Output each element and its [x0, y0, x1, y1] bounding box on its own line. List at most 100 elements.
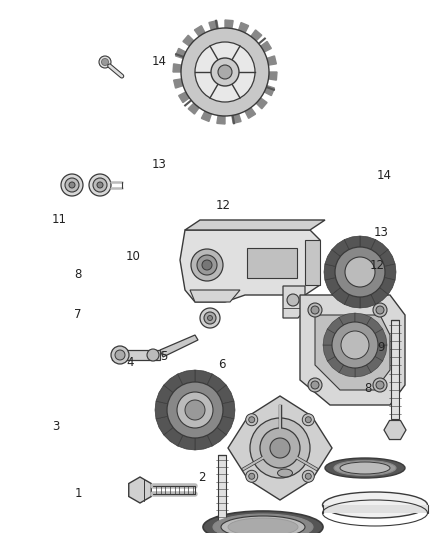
Polygon shape — [194, 26, 205, 36]
Polygon shape — [218, 455, 226, 533]
Polygon shape — [112, 350, 160, 360]
Polygon shape — [176, 49, 186, 59]
Text: 6: 6 — [218, 358, 226, 371]
Polygon shape — [355, 365, 371, 377]
Ellipse shape — [334, 461, 396, 475]
Circle shape — [305, 473, 311, 479]
Polygon shape — [339, 313, 355, 325]
Polygon shape — [385, 264, 396, 280]
Circle shape — [341, 331, 369, 359]
Text: 1: 1 — [74, 487, 82, 499]
Circle shape — [89, 174, 111, 196]
Polygon shape — [180, 230, 320, 302]
Polygon shape — [225, 20, 233, 29]
Polygon shape — [327, 317, 343, 334]
Circle shape — [311, 306, 319, 314]
Polygon shape — [217, 416, 234, 435]
Text: 7: 7 — [74, 308, 82, 321]
Ellipse shape — [325, 458, 405, 478]
Polygon shape — [380, 249, 395, 266]
Circle shape — [249, 473, 255, 479]
Circle shape — [97, 182, 103, 188]
Circle shape — [249, 417, 255, 423]
Polygon shape — [173, 64, 181, 72]
Polygon shape — [228, 396, 332, 500]
Circle shape — [200, 308, 220, 328]
Polygon shape — [217, 385, 234, 404]
Polygon shape — [188, 103, 199, 114]
Ellipse shape — [278, 469, 293, 477]
Circle shape — [305, 417, 311, 423]
Circle shape — [211, 58, 239, 86]
Polygon shape — [384, 421, 406, 440]
Polygon shape — [380, 278, 395, 294]
Polygon shape — [375, 329, 387, 345]
Circle shape — [260, 428, 300, 468]
Polygon shape — [375, 345, 387, 361]
Ellipse shape — [322, 492, 427, 518]
Circle shape — [93, 178, 107, 192]
Polygon shape — [332, 288, 349, 304]
Ellipse shape — [221, 516, 305, 533]
Polygon shape — [391, 320, 399, 419]
Text: 4: 4 — [127, 356, 134, 369]
Polygon shape — [355, 313, 371, 325]
Circle shape — [287, 294, 299, 306]
Circle shape — [345, 257, 375, 287]
Polygon shape — [223, 401, 235, 419]
Polygon shape — [360, 295, 376, 308]
Circle shape — [308, 303, 322, 317]
Polygon shape — [315, 315, 390, 390]
Circle shape — [302, 470, 314, 482]
Circle shape — [204, 312, 216, 324]
Circle shape — [115, 350, 125, 360]
Polygon shape — [322, 505, 427, 513]
Circle shape — [332, 322, 378, 368]
Polygon shape — [201, 111, 212, 122]
Text: 5: 5 — [160, 350, 167, 362]
Polygon shape — [300, 295, 405, 405]
Polygon shape — [195, 435, 212, 450]
Polygon shape — [261, 42, 271, 52]
Circle shape — [195, 42, 255, 102]
Polygon shape — [323, 345, 335, 361]
Polygon shape — [173, 79, 183, 88]
Polygon shape — [217, 116, 225, 124]
Circle shape — [147, 349, 159, 361]
Polygon shape — [129, 477, 151, 503]
Text: 10: 10 — [125, 251, 140, 263]
Polygon shape — [178, 435, 195, 450]
Circle shape — [102, 59, 109, 66]
Text: 8: 8 — [74, 268, 81, 281]
Circle shape — [177, 392, 213, 428]
Circle shape — [335, 247, 385, 297]
Ellipse shape — [228, 518, 298, 533]
Polygon shape — [185, 220, 325, 230]
Text: 8: 8 — [364, 382, 371, 394]
Polygon shape — [324, 264, 336, 280]
Text: 14: 14 — [377, 169, 392, 182]
Polygon shape — [209, 21, 218, 30]
Text: 13: 13 — [152, 158, 166, 171]
Polygon shape — [245, 108, 255, 118]
Polygon shape — [164, 374, 183, 392]
Circle shape — [246, 414, 258, 426]
Polygon shape — [305, 240, 320, 285]
Polygon shape — [360, 236, 376, 249]
Circle shape — [373, 378, 387, 392]
Polygon shape — [344, 295, 360, 308]
Polygon shape — [251, 30, 262, 41]
Circle shape — [218, 65, 232, 79]
Polygon shape — [367, 357, 383, 373]
Polygon shape — [207, 427, 226, 446]
Polygon shape — [232, 114, 241, 123]
Circle shape — [250, 418, 310, 478]
Polygon shape — [325, 278, 340, 294]
Circle shape — [191, 249, 223, 281]
Circle shape — [111, 346, 129, 364]
Polygon shape — [164, 427, 183, 446]
Polygon shape — [267, 56, 276, 65]
Circle shape — [246, 470, 258, 482]
Circle shape — [65, 178, 79, 192]
Polygon shape — [247, 248, 297, 278]
